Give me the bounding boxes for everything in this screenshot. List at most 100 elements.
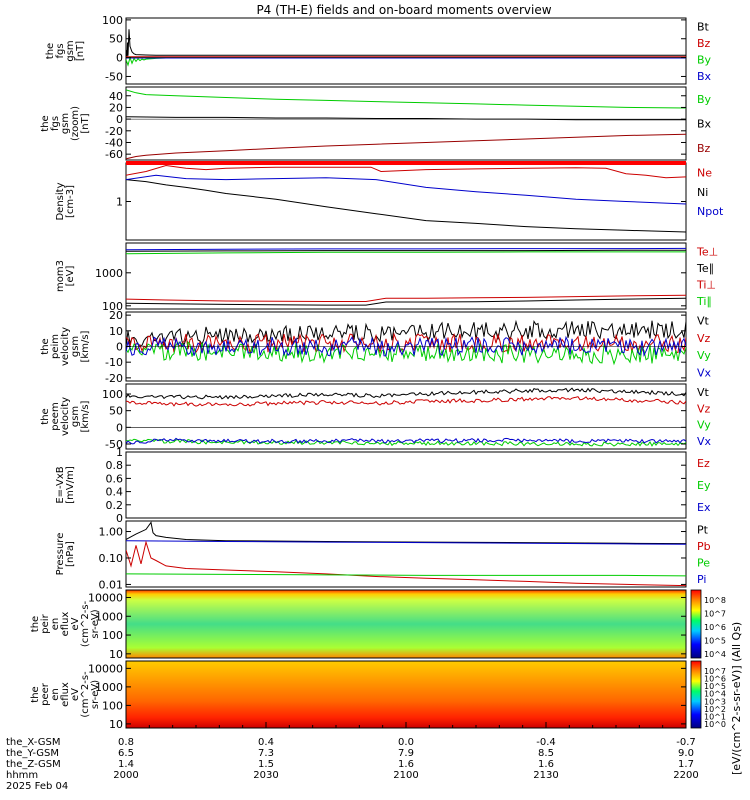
legend-3-2: Ti⊥ <box>696 278 716 291</box>
ylabel-4-4: [km/s] <box>80 330 91 362</box>
yticklabel-0-1: 50 <box>109 33 123 46</box>
xrow-value-3-0: 2000 <box>113 770 138 781</box>
panel-frame-1 <box>125 86 687 161</box>
xrow-value-2-3: 1.6 <box>538 759 554 770</box>
yticklabel-6-4: 0.2 <box>106 499 124 512</box>
colorbar-tick-9-7: 10^0 <box>704 720 726 729</box>
panel-frame-3 <box>125 242 687 310</box>
legend-0-0: Bt <box>697 20 710 33</box>
xrow-value-2-4: 1.7 <box>678 759 694 770</box>
ylabel-8-2: en <box>50 618 61 631</box>
legend-4-2: Vy <box>697 349 711 362</box>
legend-4-3: Vx <box>697 366 712 379</box>
series-line-2-1 <box>126 179 686 233</box>
ylabel-4-0: the <box>40 338 51 354</box>
legend-0-2: By <box>697 53 712 66</box>
panel-frame-8 <box>125 589 687 659</box>
yticklabel-0-0: 100 <box>102 14 123 27</box>
series-line-4-3 <box>126 335 686 357</box>
legend-5-3: Vx <box>697 435 712 448</box>
colorbar-9 <box>690 660 702 729</box>
ylabel-1-2: gsm <box>60 113 71 134</box>
xrow-value-1-3: 8.5 <box>538 748 554 759</box>
yticklabel-9-1: 1000 <box>95 681 123 694</box>
ylabel-9-6: sr-eV) <box>90 680 101 709</box>
ylabel-0-3: [nT] <box>75 41 86 61</box>
yticklabel-0-2: 0 <box>116 52 123 65</box>
xrow-value-0-0: 0.8 <box>118 737 134 748</box>
yticklabel-5-0: 100 <box>102 388 123 401</box>
series-line-1-0 <box>126 89 686 109</box>
legend-1-0: By <box>697 93 712 106</box>
ylabel-0-1: fgs <box>55 43 66 58</box>
ylabel-4-1: peim <box>50 334 61 359</box>
series-line-5-2 <box>126 438 686 447</box>
ylabel-8-6: sr-eV) <box>90 609 101 638</box>
colorbar-8 <box>690 589 702 659</box>
ylabel-6-1: [mV/m] <box>65 466 76 504</box>
colorbar-tick-8-3: 10^5 <box>704 637 726 646</box>
series-line-3-0 <box>126 247 686 251</box>
legend-4-0: Vt <box>697 315 710 328</box>
series-line-5-0 <box>126 387 686 400</box>
yticklabel-9-0: 10000 <box>88 662 123 675</box>
colorbar-tick-9-0: 10^7 <box>704 667 726 676</box>
colorbar-tick-9-6: 10^1 <box>704 712 726 721</box>
yticklabel-4-4: -20 <box>105 372 123 385</box>
xrow-value-0-1: 0.4 <box>258 737 274 748</box>
yticklabel-4-0: 20 <box>109 309 123 322</box>
xrow-label-3: hhmm <box>6 770 38 781</box>
ylabel-4-3: gsm <box>70 336 81 357</box>
series-line-5-3 <box>126 437 686 445</box>
legend-2-1: Ni <box>697 186 708 199</box>
ylabel-7-0: Pressure <box>55 533 66 576</box>
xrow-value-2-0: 1.4 <box>118 759 134 770</box>
yticklabel-8-2: 100 <box>102 629 123 642</box>
colorbar-tick-8-1: 10^7 <box>704 610 726 619</box>
xrow-value-0-4: -0.7 <box>676 737 696 748</box>
xrow-label-2: the_Z-GSM <box>6 759 61 770</box>
series-group-1 <box>126 89 686 160</box>
ylabel-5-1: peem <box>50 402 61 430</box>
ylabel-9-3: eflux <box>60 682 71 707</box>
heatmap-9 <box>126 661 686 728</box>
ylabel-1-1: fgs <box>50 116 61 131</box>
series-group-5 <box>126 387 686 447</box>
series-line-1-2 <box>126 133 686 160</box>
yticklabel-0-3: -50 <box>105 70 123 83</box>
legend-5-0: Vt <box>697 386 710 399</box>
series-line-3-4 <box>126 297 686 306</box>
ylabel-2-1: [cm-3] <box>65 185 76 218</box>
yticklabel-5-1: 50 <box>109 405 123 418</box>
legend-0-1: Bz <box>697 37 711 50</box>
ylabel-8-1: peir <box>40 613 51 633</box>
panel-frame-2 <box>125 162 687 241</box>
yticklabel-6-1: 0.8 <box>106 459 124 472</box>
ylabel-8-4: eV <box>70 617 81 630</box>
xrow-label-1: the_Y-GSM <box>6 748 59 759</box>
colorbar-tick-9-5: 10^2 <box>704 705 726 714</box>
xrow-value-1-2: 7.9 <box>398 748 414 759</box>
xrow-value-0-2: 0.0 <box>398 737 414 748</box>
yticklabel-4-3: -10 <box>105 356 123 369</box>
yticklabel-4-1: 10 <box>109 325 123 338</box>
series-line-0-2 <box>126 55 686 67</box>
series-line-7-1 <box>126 540 686 545</box>
heatmap-8 <box>126 590 686 658</box>
ylabel-9-5: (cm^2-s- <box>80 671 91 718</box>
series-group-2 <box>126 164 686 233</box>
yticklabel-7-2: 0.01 <box>99 578 124 591</box>
legend-7-0: Pt <box>697 523 709 536</box>
ylabel-8-5: (cm^2-s- <box>80 600 91 647</box>
yticklabel-8-3: 10 <box>109 648 123 661</box>
legend-6-1: Ey <box>697 479 711 492</box>
xrow-value-1-4: 9.0 <box>678 748 694 759</box>
series-line-7-3 <box>126 573 686 577</box>
yticklabel-7-1: 0.10 <box>99 552 124 565</box>
ylabel-3-0: mom3 <box>55 260 66 292</box>
yticklabel-7-0: 1.00 <box>99 526 124 539</box>
ylabel-5-4: [km/s] <box>80 400 91 432</box>
ylabel-8-0: the <box>30 616 41 632</box>
legend-2-2: Npot <box>697 205 724 218</box>
